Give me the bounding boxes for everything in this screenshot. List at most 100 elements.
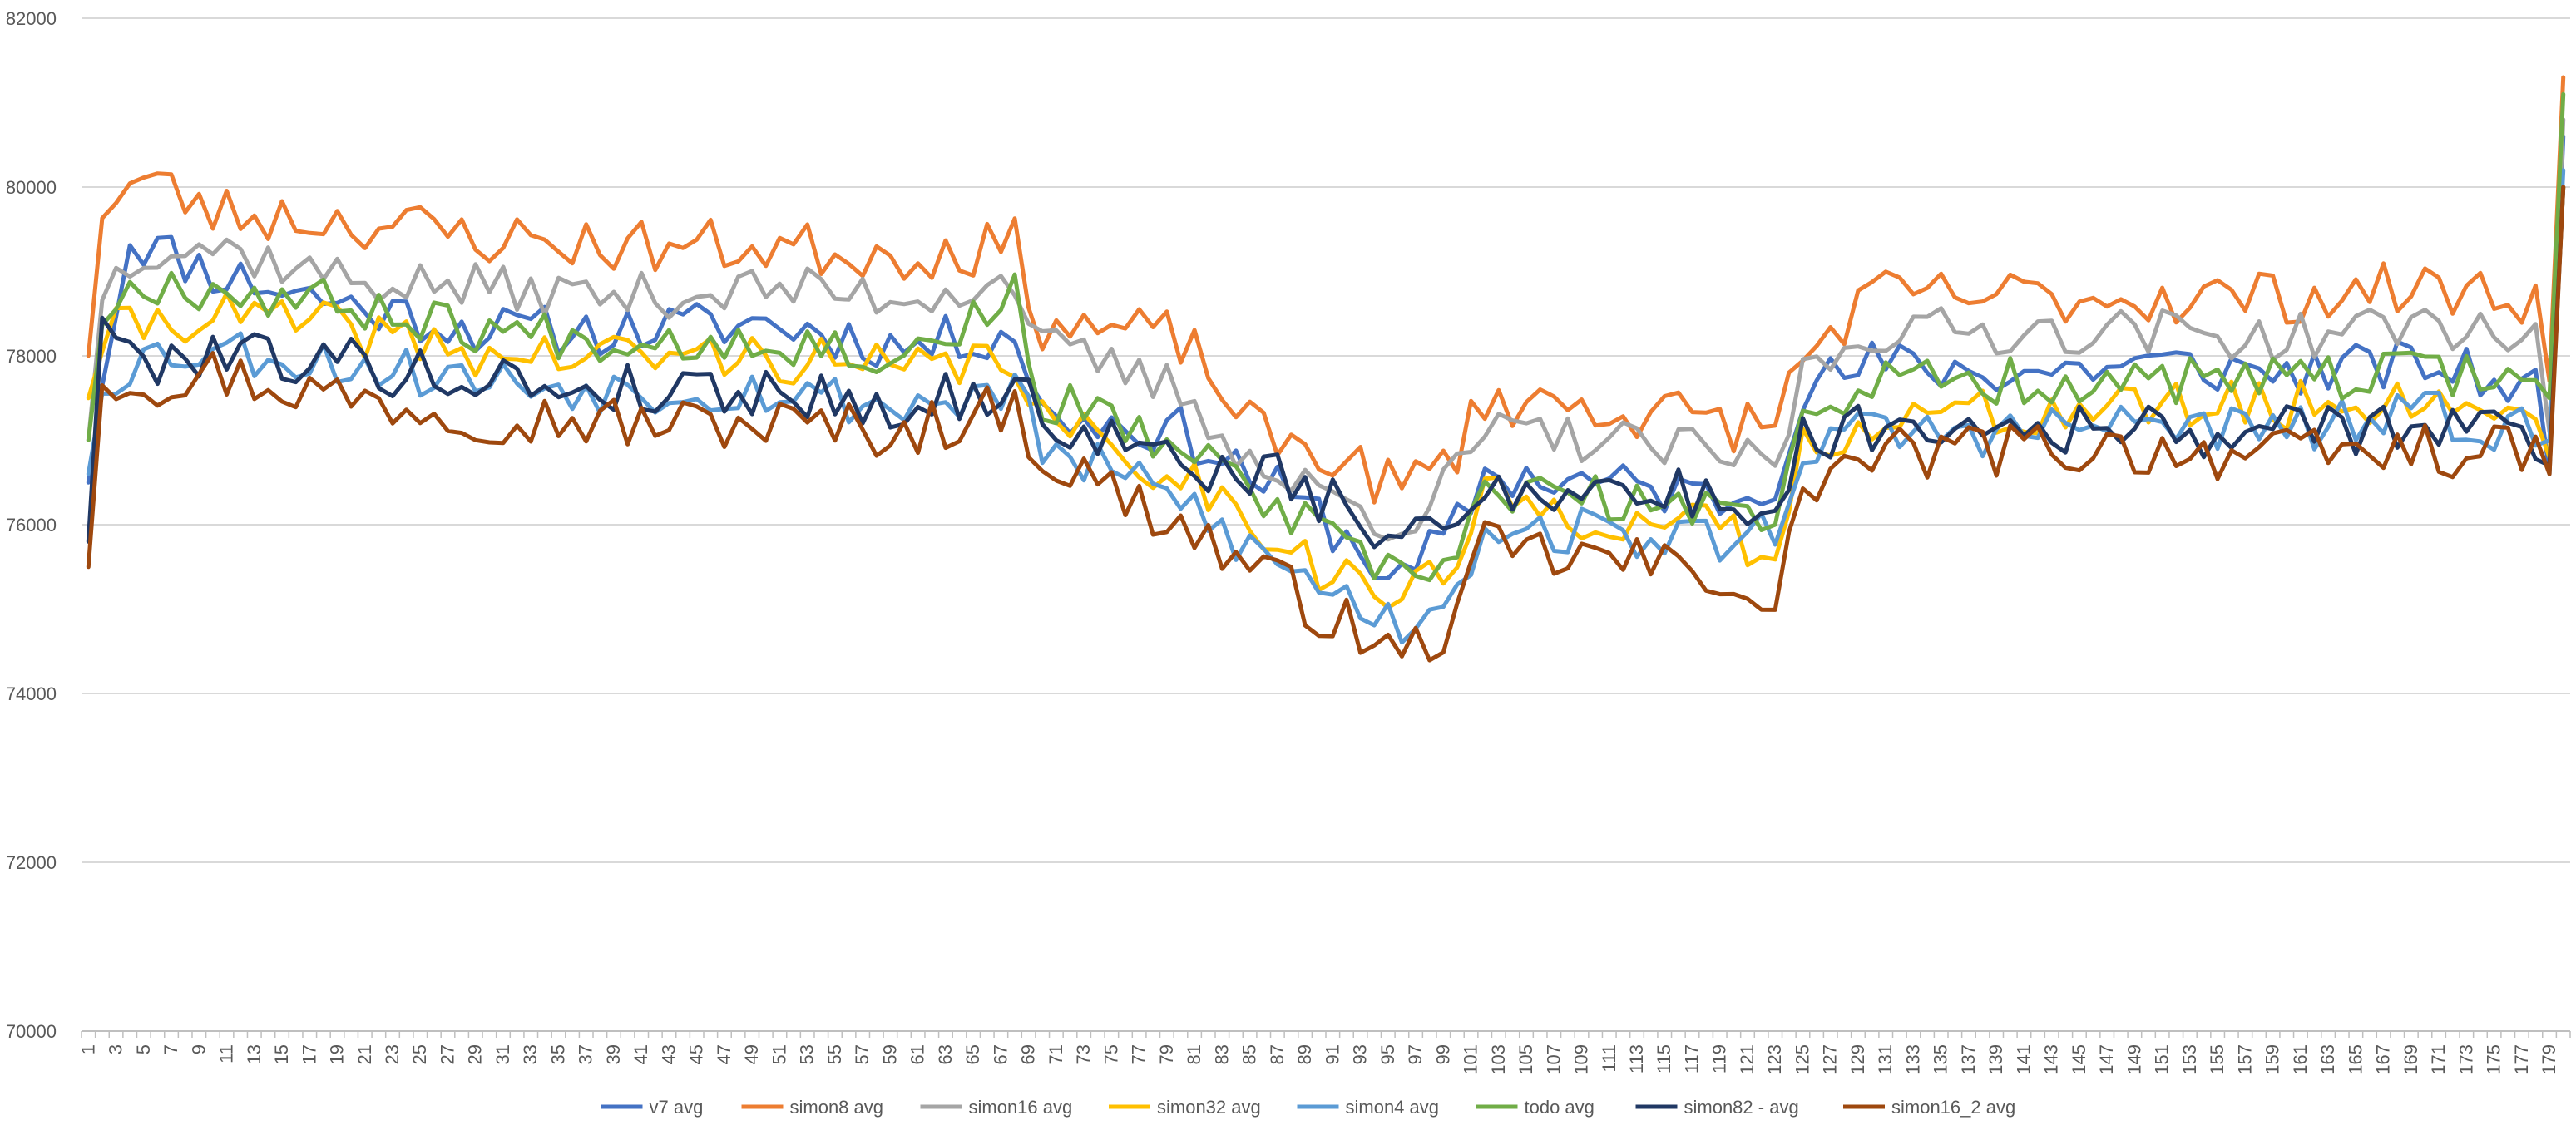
x-tick-label: 41 [630, 1044, 651, 1064]
x-tick-label: 19 [327, 1044, 348, 1064]
x-tick-label: 55 [824, 1044, 845, 1064]
x-tick-label: 169 [2400, 1044, 2421, 1075]
x-axis [81, 1030, 2571, 1038]
x-tick-label: 117 [1681, 1044, 1702, 1073]
x-tick-label: 63 [935, 1044, 956, 1064]
x-tick-label: 27 [437, 1044, 457, 1064]
legend-label: todo avg [1525, 1097, 1595, 1118]
x-tick-label: 139 [1985, 1044, 2006, 1075]
x-tick-label: 175 [2484, 1044, 2504, 1075]
x-tick-label: 143 [2041, 1044, 2062, 1075]
legend-label: simon16 avg [969, 1097, 1073, 1118]
x-tick-label: 165 [2345, 1044, 2366, 1075]
x-tick-label: 15 [271, 1044, 292, 1064]
x-tick-label: 49 [741, 1044, 762, 1064]
legend-label: v7 avg [650, 1097, 704, 1118]
legend-label: simon82 - avg [1684, 1097, 1799, 1118]
x-tick-label: 25 [409, 1044, 430, 1064]
x-tick-label: 77 [1129, 1044, 1150, 1064]
x-tick-label: 3 [106, 1044, 126, 1054]
x-tick-label: 11 [216, 1044, 237, 1063]
x-tick-label: 35 [547, 1044, 568, 1064]
legend-label: simon32 avg [1157, 1097, 1261, 1118]
x-tick-label: 159 [2262, 1044, 2283, 1075]
legend-label: simon4 avg [1346, 1097, 1440, 1118]
x-tick-label: 131 [1875, 1044, 1896, 1075]
x-tick-label: 179 [2539, 1044, 2559, 1075]
x-tick-label: 135 [1931, 1044, 1951, 1075]
x-tick-label: 69 [1018, 1044, 1039, 1064]
x-tick-label: 147 [2096, 1044, 2117, 1075]
legend-item-simon82-avg: simon82 - avg [1635, 1097, 1799, 1118]
x-tick-label: 173 [2455, 1044, 2476, 1075]
x-tick-label: 163 [2317, 1044, 2338, 1075]
x-tick-label: 109 [1571, 1044, 1592, 1075]
x-tick-label: 21 [354, 1044, 375, 1064]
x-tick-label: 87 [1267, 1044, 1288, 1064]
x-tick-label: 85 [1239, 1044, 1260, 1064]
x-tick-label: 5 [133, 1044, 154, 1054]
series-line-simon82-avg [86, 185, 2566, 550]
x-tick-label: 7 [161, 1044, 181, 1054]
x-tick-label: 23 [382, 1044, 403, 1064]
x-tick-label: 17 [299, 1044, 319, 1064]
legend-label: simon16_2 avg [1891, 1097, 2015, 1118]
x-tick-label: 29 [465, 1044, 486, 1064]
x-tick-label: 115 [1654, 1044, 1674, 1073]
series-line-todo-avg [86, 91, 2566, 583]
x-tick-label: 67 [990, 1044, 1011, 1064]
legend-item-simon16-avg: simon16 avg [920, 1097, 1073, 1118]
x-tick-label: 149 [2124, 1044, 2144, 1075]
x-tick-label: 45 [686, 1044, 707, 1064]
x-tick-label: 47 [714, 1044, 734, 1064]
x-tick-label: 127 [1820, 1044, 1841, 1075]
x-tick-label: 95 [1377, 1044, 1398, 1064]
x-tick-label: 73 [1073, 1044, 1094, 1064]
y-tick-label: 78000 [6, 346, 57, 367]
x-tick-label: 57 [852, 1044, 873, 1064]
y-tick-label: 82000 [6, 8, 57, 29]
series-line-simon32-avg [86, 185, 2566, 610]
x-tick-label: 51 [769, 1044, 789, 1064]
x-tick-label: 99 [1432, 1044, 1453, 1064]
x-tick-label: 101 [1461, 1044, 1481, 1075]
x-tick-label: 133 [1902, 1044, 1923, 1075]
x-tick-label: 59 [879, 1044, 900, 1064]
x-tick-label: 105 [1515, 1044, 1536, 1075]
x-tick-label: 103 [1488, 1044, 1509, 1075]
x-tick-label: 93 [1350, 1044, 1371, 1064]
x-tick-label: 113 [1626, 1044, 1647, 1073]
x-axis-tick-labels: 1 3 5 7 9 11 13 15 17 19 21 23 25 27 29 31 33 35 37 39 41 43 4… [77, 1044, 2559, 1075]
y-tick-label: 76000 [6, 515, 57, 535]
x-tick-label: 75 [1100, 1044, 1121, 1064]
x-tick-label: 13 [244, 1044, 265, 1064]
x-tick-label: 33 [520, 1044, 541, 1064]
x-tick-label: 153 [2179, 1044, 2200, 1075]
x-tick-label: 167 [2373, 1044, 2394, 1075]
x-tick-label: 81 [1184, 1044, 1204, 1064]
x-tick-label: 97 [1405, 1044, 1426, 1064]
legend-item-v7-avg: v7 avg [601, 1097, 704, 1118]
x-tick-label: 157 [2234, 1044, 2255, 1075]
x-tick-label: 123 [1764, 1044, 1785, 1075]
x-tick-label: 71 [1046, 1044, 1066, 1064]
x-tick-label: 39 [603, 1044, 624, 1064]
x-tick-label: 129 [1847, 1044, 1868, 1075]
x-tick-label: 177 [2511, 1044, 2532, 1075]
x-tick-label: 91 [1322, 1044, 1342, 1064]
y-tick-label: 74000 [6, 683, 57, 704]
x-tick-label: 83 [1211, 1044, 1232, 1064]
y-tick-label: 80000 [6, 177, 57, 198]
x-tick-label: 61 [907, 1044, 928, 1064]
legend-item-simon32-avg: simon32 avg [1109, 1097, 1261, 1118]
x-tick-label: 107 [1543, 1044, 1564, 1075]
x-tick-label: 145 [2069, 1044, 2089, 1075]
x-tick-label: 111 [1599, 1044, 1619, 1072]
x-tick-label: 89 [1294, 1044, 1315, 1064]
series-line-v7-avg [86, 134, 2566, 580]
x-tick-label: 125 [1792, 1044, 1812, 1075]
x-tick-label: 37 [576, 1044, 596, 1064]
y-axis-tick-labels: 70000 72000 74000 76000 78000 80000 82000 [6, 8, 57, 1042]
x-tick-label: 43 [658, 1044, 679, 1064]
